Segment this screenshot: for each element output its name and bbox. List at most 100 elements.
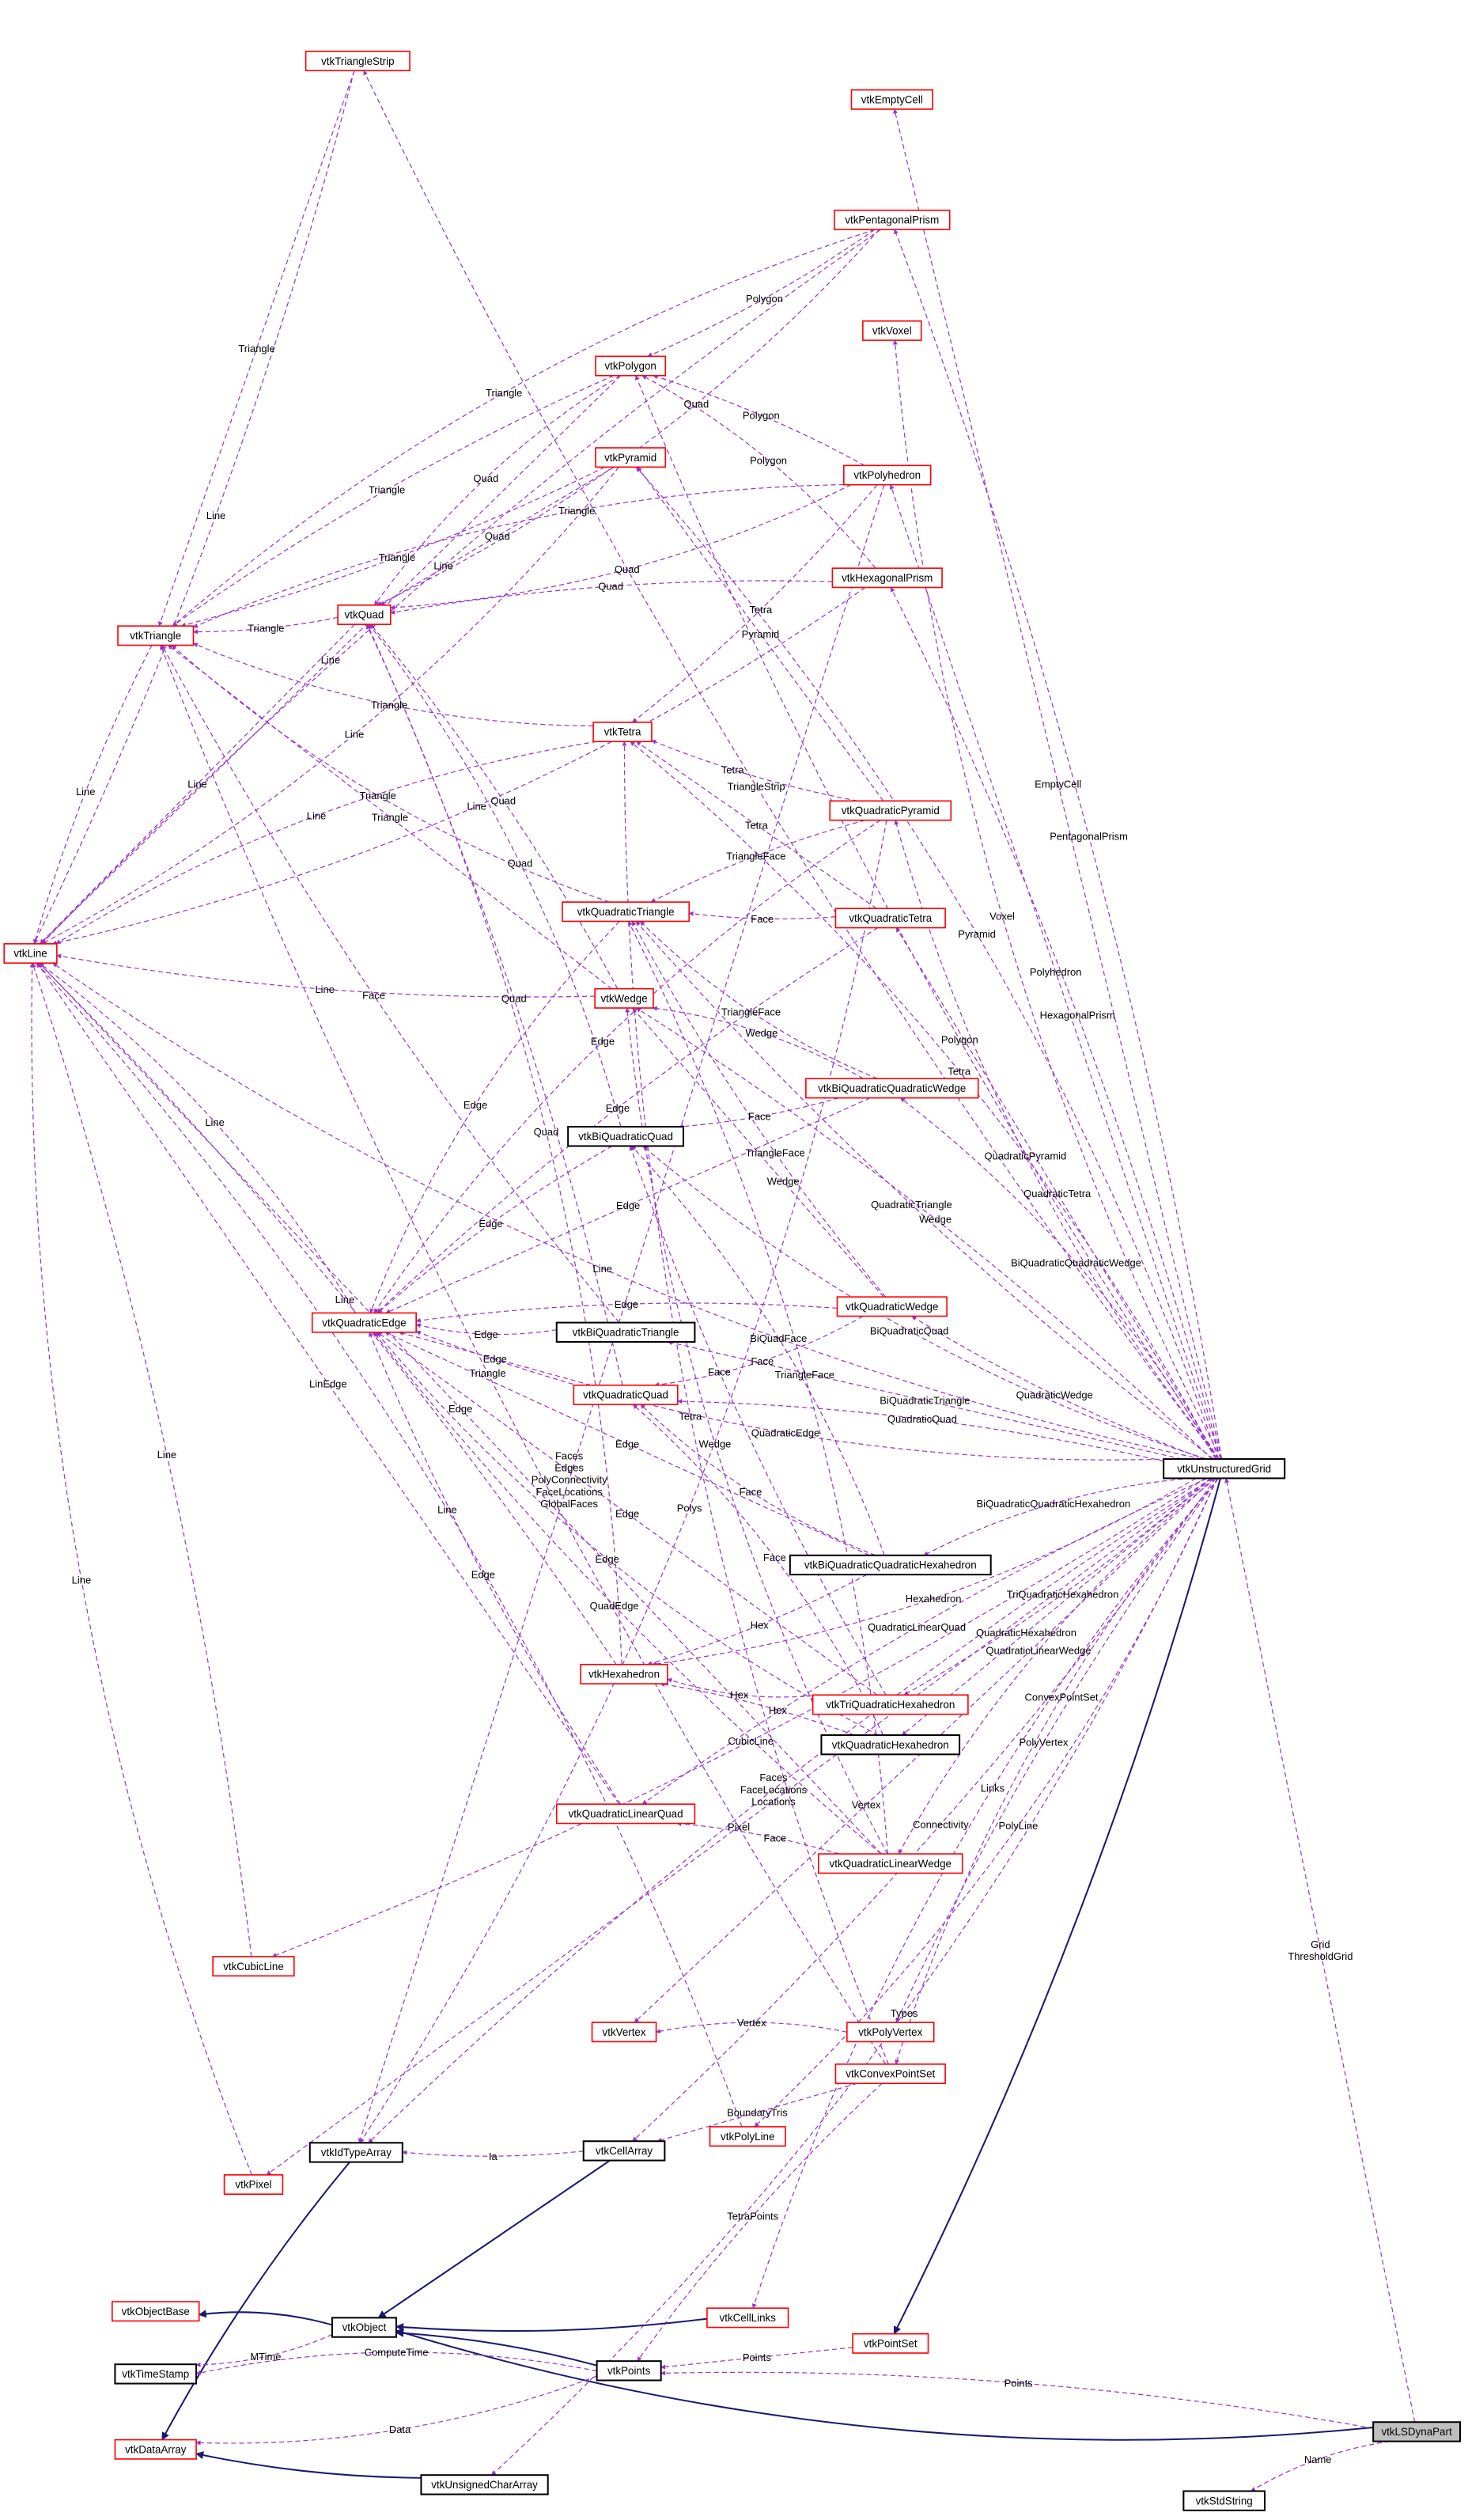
edge-label: Edge bbox=[615, 1298, 638, 1310]
node-tetra[interactable]: vtkTetra bbox=[592, 722, 653, 743]
node-wedge[interactable]: vtkWedge bbox=[594, 987, 654, 1009]
node-line[interactable]: vtkLine bbox=[3, 943, 58, 964]
edge-label: Hex bbox=[769, 1704, 788, 1716]
node-time-stamp[interactable]: vtkTimeStamp bbox=[114, 2363, 198, 2385]
inheritance-edge-object-to-object-base bbox=[198, 2310, 333, 2326]
node-label: vtkPolyLine bbox=[721, 2131, 774, 2143]
node-label: vtkQuadraticTriangle bbox=[577, 906, 675, 918]
node-pentagonal-prism[interactable]: vtkPentagonalPrism bbox=[834, 209, 951, 230]
usage-edge-unstructured-grid-to-hexagonal-prism bbox=[890, 586, 1221, 1460]
node-label: vtkHexahedron bbox=[588, 1669, 660, 1681]
edge-label: Face bbox=[763, 1552, 786, 1563]
node-quadratic-triangle[interactable]: vtkQuadraticTriangle bbox=[562, 901, 690, 923]
usage-edge-quadratic-pyramid-to-quadratic-triangle bbox=[650, 820, 866, 903]
node-box bbox=[834, 209, 951, 230]
node-pixel[interactable]: vtkPixel bbox=[223, 2174, 284, 2195]
node-bi-quadratic-quadratic-wedge[interactable]: vtkBiQuadraticQuadraticWedge bbox=[805, 1078, 979, 1099]
node-triangle[interactable]: vtkTriangle bbox=[117, 625, 195, 646]
usage-edge-bi-quadratic-quadratic-hexahedron-to-bi-quadratic-quad bbox=[631, 1146, 885, 1556]
node-id-type-array[interactable]: vtkIdTypeArray bbox=[308, 2142, 403, 2163]
node-unstructured-grid[interactable]: vtkUnstructuredGrid bbox=[1163, 1458, 1286, 1480]
node-vertex[interactable]: vtkVertex bbox=[591, 2022, 657, 2043]
node-box bbox=[223, 2174, 284, 2195]
edge-label: TriQuadraticHexahedron bbox=[1007, 1589, 1119, 1601]
node-bi-quadratic-triangle[interactable]: vtkBiQuadraticTriangle bbox=[555, 1321, 696, 1343]
node-pyramid[interactable]: vtkPyramid bbox=[595, 447, 667, 468]
node-hexahedron[interactable]: vtkHexahedron bbox=[580, 1663, 668, 1684]
edge-label: PentagonalPrism bbox=[1050, 830, 1128, 842]
node-label: vtkPolyhedron bbox=[853, 469, 921, 481]
usage-edge-polygon-to-quad bbox=[373, 375, 621, 606]
usage-edge-polyhedron-to-triangle bbox=[192, 483, 844, 628]
node-std-string[interactable]: vtkStdString bbox=[1182, 2490, 1266, 2511]
edge-label: Edge bbox=[474, 1328, 498, 1340]
edge-label: Polygon bbox=[941, 1034, 978, 1046]
edge-label: Polys bbox=[677, 1502, 702, 1514]
node-box bbox=[595, 447, 667, 468]
node-poly-line[interactable]: vtkPolyLine bbox=[709, 2126, 786, 2147]
node-bi-quadratic-quad[interactable]: vtkBiQuadraticQuad bbox=[567, 1126, 685, 1147]
node-quadratic-edge[interactable]: vtkQuadraticEdge bbox=[311, 1312, 417, 1333]
edge-label: LinEdge bbox=[309, 1377, 347, 1389]
node-box bbox=[1182, 2490, 1266, 2511]
node-quadratic-quad[interactable]: vtkQuadraticQuad bbox=[573, 1384, 679, 1405]
node-object-base[interactable]: vtkObjectBase bbox=[112, 2301, 200, 2322]
node-cubic-line[interactable]: vtkCubicLine bbox=[212, 1956, 295, 1977]
node-point-set[interactable]: vtkPointSet bbox=[852, 2332, 929, 2354]
node-polygon[interactable]: vtkPolygon bbox=[595, 355, 667, 377]
node-tri-quadratic-hexahedron[interactable]: vtkTriQuadraticHexahedron bbox=[812, 1694, 969, 1715]
usage-edge-unstructured-grid-to-quadratic-tetra bbox=[895, 927, 1219, 1460]
node-voxel[interactable]: vtkVoxel bbox=[862, 320, 922, 341]
node-box bbox=[114, 2439, 197, 2460]
node-quad[interactable]: vtkQuad bbox=[337, 604, 392, 625]
edge-label: Name bbox=[1304, 2454, 1332, 2465]
node-lsdyna-part[interactable]: vtkLSDynaPart bbox=[1372, 2421, 1462, 2442]
node-hexagonal-prism[interactable]: vtkHexagonalPrism bbox=[831, 567, 943, 589]
usage-edge-quadratic-linear-wedge-to-quadratic-linear-quad bbox=[676, 1821, 840, 1855]
edge-label: BiQuadraticTriangle bbox=[880, 1395, 970, 1407]
usage-edge-pyramid-to-triangle bbox=[180, 466, 605, 627]
node-quadratic-pyramid[interactable]: vtkQuadraticPyramid bbox=[829, 800, 952, 821]
node-bi-quadratic-quadratic-hexahedron[interactable]: vtkBiQuadraticQuadraticHexahedron bbox=[789, 1554, 992, 1576]
edge-label: Line bbox=[76, 786, 96, 798]
node-quadratic-hexahedron[interactable]: vtkQuadraticHexahedron bbox=[820, 1734, 961, 1756]
node-triangle-strip[interactable]: vtkTriangleStrip bbox=[305, 51, 411, 72]
node-label: vtkTetra bbox=[604, 726, 641, 738]
usage-edge-unstructured-grid-to-quadratic-linear-wedge bbox=[898, 1477, 1216, 1855]
node-polyhedron[interactable]: vtkPolyhedron bbox=[842, 464, 932, 486]
node-poly-vertex[interactable]: vtkPolyVertex bbox=[846, 2022, 935, 2043]
usage-edge-bi-quadratic-triangle-to-triangle bbox=[161, 644, 620, 1324]
inheritance-edge-unsigned-char-array-to-data-array bbox=[195, 2451, 422, 2479]
node-quadratic-tetra[interactable]: vtkQuadraticTetra bbox=[834, 908, 946, 929]
node-label: vtkLSDynaPart bbox=[1381, 2426, 1451, 2438]
edge-label: Edge bbox=[463, 1099, 487, 1111]
edge-label: Pyramid bbox=[958, 928, 996, 940]
usage-edge-quadratic-pyramid-to-quadratic-edge bbox=[373, 820, 881, 1313]
edge-label: Quad bbox=[598, 581, 623, 593]
node-empty-cell[interactable]: vtkEmptyCell bbox=[850, 89, 933, 110]
node-data-array[interactable]: vtkDataArray bbox=[114, 2439, 197, 2460]
node-quadratic-linear-wedge[interactable]: vtkQuadraticLinearWedge bbox=[818, 1853, 963, 1874]
node-cell-array[interactable]: vtkCellArray bbox=[582, 2140, 666, 2162]
edge-label: Face bbox=[748, 1111, 771, 1123]
edge-label: Line bbox=[321, 654, 341, 665]
node-box bbox=[1372, 2421, 1462, 2442]
usage-edge-pyramid-to-line bbox=[41, 466, 619, 945]
node-points[interactable]: vtkPoints bbox=[596, 2360, 662, 2382]
node-quadratic-wedge[interactable]: vtkQuadraticWedge bbox=[836, 1296, 948, 1317]
edge-label: Faces FaceLocations Locations bbox=[740, 1772, 808, 1807]
node-unsigned-char-array[interactable]: vtkUnsignedCharArray bbox=[420, 2474, 549, 2495]
node-box bbox=[331, 2317, 397, 2338]
node-label: vtkPoints bbox=[607, 2365, 651, 2377]
usage-edge-unstructured-grid-to-polyhedron bbox=[889, 484, 1222, 1460]
node-object[interactable]: vtkObject bbox=[331, 2317, 397, 2338]
node-label: vtkBiQuadraticQuad bbox=[578, 1131, 673, 1143]
node-cell-links[interactable]: vtkCellLinks bbox=[706, 2307, 789, 2329]
edge-label: TriangleFace bbox=[775, 1369, 834, 1381]
node-quadratic-linear-quad[interactable]: vtkQuadraticLinearQuad bbox=[555, 1803, 696, 1825]
edge-label: Edge bbox=[448, 1403, 472, 1415]
edge-label: Edge bbox=[606, 1102, 630, 1114]
node-convex-point-set[interactable]: vtkConvexPointSet bbox=[834, 2063, 946, 2085]
usage-edge-convex-point-set-to-triangle bbox=[160, 644, 887, 2065]
inheritance-edge-unstructured-grid-to-point-set bbox=[893, 1478, 1222, 2335]
